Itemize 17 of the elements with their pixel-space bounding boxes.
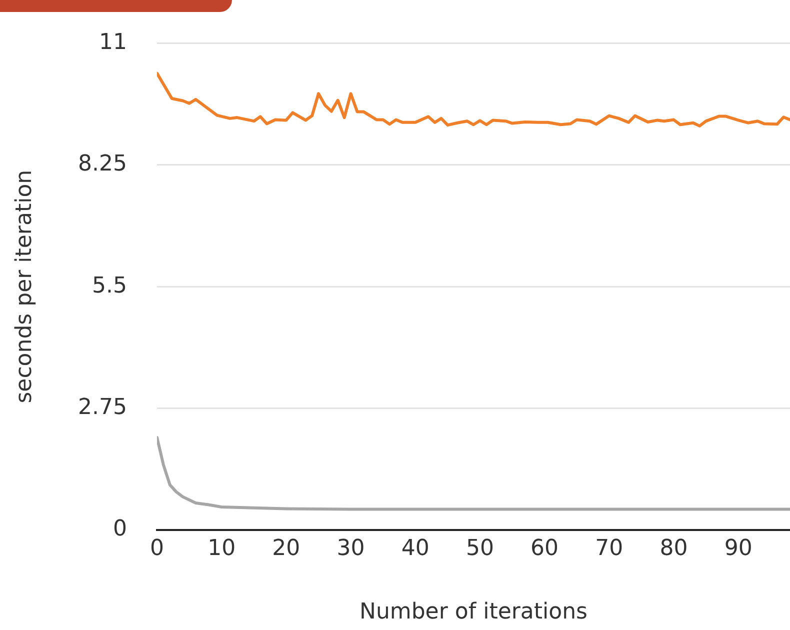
x-tick-label: 80 — [660, 536, 688, 561]
x-tick-label: 50 — [466, 536, 494, 561]
y-tick-label: 8.25 — [78, 152, 127, 177]
x-tick-label: 70 — [595, 536, 624, 561]
y-tick-label: 11 — [99, 30, 127, 55]
y-tick-label: 5.5 — [92, 273, 127, 298]
y-tick-label: 2.75 — [78, 395, 127, 420]
x-tick-label: 60 — [530, 536, 559, 561]
x-tick-label: 90 — [724, 536, 752, 561]
x-tick-label: 40 — [401, 536, 430, 561]
x-tick-label: 30 — [336, 536, 365, 561]
x-tick-label: 10 — [208, 536, 236, 561]
y-tick-label: 0 — [113, 516, 127, 542]
y-axis-title: seconds per iteration — [12, 170, 37, 404]
x-tick-label: 0 — [150, 536, 164, 561]
x-tick-label: 20 — [272, 536, 300, 561]
x-axis-title: Number of iterations — [360, 600, 588, 625]
